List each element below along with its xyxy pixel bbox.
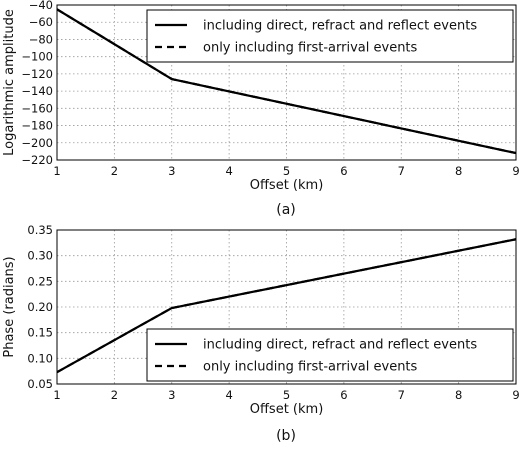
chart-0-y-tick-label: −200 (21, 136, 53, 150)
chart-0-y-tick-label: −220 (21, 153, 53, 167)
chart-1-y-tick-label: 0.20 (27, 300, 53, 314)
plot-b: 1 2 3 4 5 6 7 8 9 0.35 0.30 0.25 0.20 0.15 0.10 0.05 Off… (2, 223, 520, 444)
chart-1-x-axis-title: Offset (km) (250, 402, 324, 417)
chart-0-y-tick-label: −180 (21, 119, 53, 133)
chart-1-y-tick-label: 0.30 (27, 249, 53, 263)
chart-1-x-tick-label: 8 (455, 388, 462, 402)
chart-0-caption: (a) (276, 202, 296, 218)
chart-1-x-tick-label: 9 (512, 388, 519, 402)
chart-1-x-tick-label: 5 (283, 388, 290, 402)
chart-0-x-tick-label: 6 (340, 164, 347, 178)
chart-1-x-tick-label: 1 (53, 388, 60, 402)
chart-1-x-tick-label: 3 (168, 388, 175, 402)
chart-1-x-tick-label: 6 (340, 388, 347, 402)
chart-0-x-tick-label: 3 (168, 164, 175, 178)
chart-0-y-tick-label: −140 (21, 84, 53, 98)
chart-1-caption: (b) (276, 428, 296, 444)
chart-1-x-tick-label: 4 (225, 388, 232, 402)
chart-0-series-line-all-events (56, 8, 517, 155)
chart-0-plot-frame (56, 4, 517, 161)
chart-1-legend-label: only including first-arrival events (203, 360, 418, 375)
chart-0-y-axis-title: Logarithmic amplitude (2, 9, 17, 156)
chart-0-y-tick-label: −60 (29, 15, 53, 29)
chart-0-x-tick-label: 4 (225, 164, 232, 178)
chart-0-y-tick-label: −80 (29, 32, 53, 46)
chart-1-y-tick-label: 0.15 (27, 326, 53, 340)
chart-0-legend-label: including direct, refract and reflect ev… (203, 19, 477, 34)
chart-1-y-axis-title: Phase (radians) (2, 256, 17, 357)
chart-0-x-tick-label: 9 (512, 164, 519, 178)
chart-1-y-tick-label: 0.35 (27, 223, 53, 237)
chart-0-x-axis-title: Offset (km) (250, 178, 324, 193)
chart-1-legend-box (146, 328, 514, 382)
chart-0-y-tick-label: −100 (21, 50, 53, 64)
chart-1-legend-label: including direct, refract and reflect ev… (203, 338, 477, 353)
chart-1-plot-frame (56, 229, 517, 385)
chart-0-y-tick-label: −120 (21, 67, 53, 81)
chart-0-x-tick-label: 1 (53, 164, 60, 178)
chart-1-y-tick-label: 0.10 (27, 351, 53, 365)
chart-0-x-tick-label: 5 (283, 164, 290, 178)
chart-0-y-tick-label: −40 (29, 0, 53, 12)
chart-1-x-tick-label: 2 (111, 388, 118, 402)
chart-0-x-tick-label: 8 (455, 164, 462, 178)
plot-a: 1 2 3 4 5 6 7 8 9 −40 −60 −80 −100 −120 −140 −160 −180 −2… (2, 0, 520, 218)
chart-1-x-tick-label: 7 (398, 388, 405, 402)
chart-0-y-tick-label: −160 (21, 101, 53, 115)
chart-0-legend-box (146, 9, 514, 63)
chart-1-series-line-all-events (56, 238, 517, 374)
chart-1-y-tick-label: 0.25 (27, 274, 53, 288)
chart-0-legend-label: only including first-arrival events (203, 41, 418, 56)
chart-1-y-tick-label: 0.05 (27, 377, 53, 391)
chart-0-x-tick-label: 2 (111, 164, 118, 178)
chart-0-x-tick-label: 7 (398, 164, 405, 178)
